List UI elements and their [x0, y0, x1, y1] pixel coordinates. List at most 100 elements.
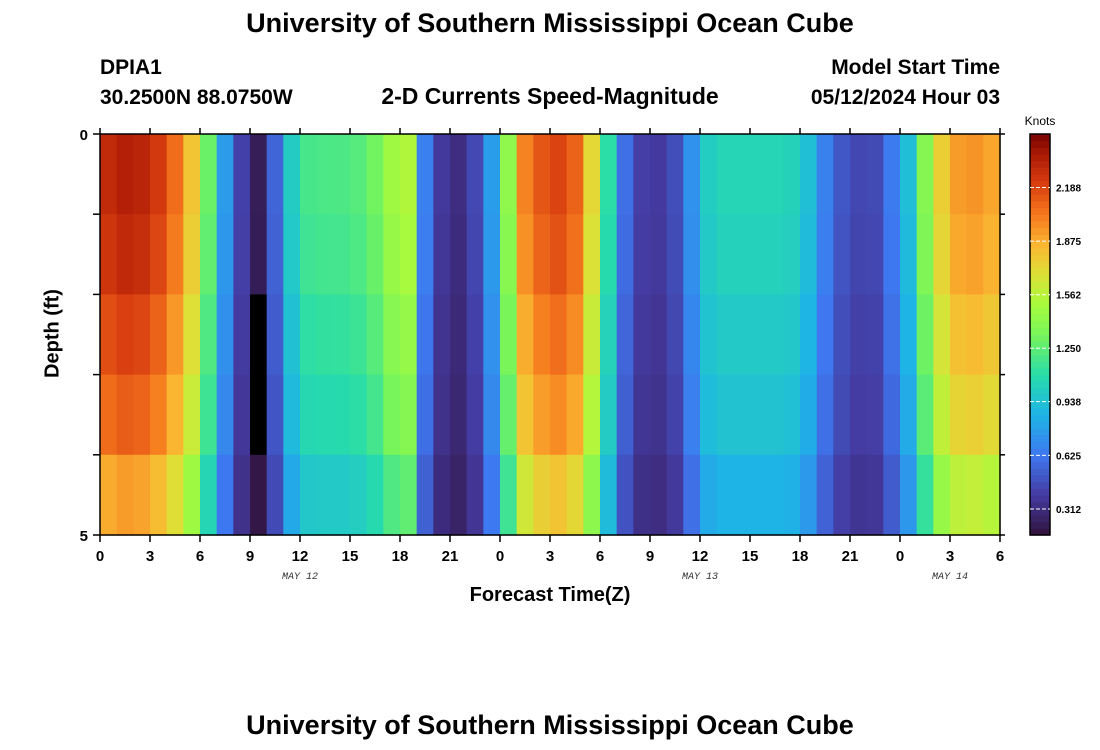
heatmap-cell — [850, 454, 868, 536]
heatmap-cell — [833, 454, 851, 536]
heatmap-cell — [733, 454, 751, 536]
colorbar-segment — [1030, 140, 1050, 148]
colorbar-segment — [1030, 260, 1050, 269]
heatmap-cell — [566, 374, 584, 456]
heatmap-cell — [550, 294, 568, 376]
heatmap-cell — [433, 454, 451, 536]
colorbar-segment — [1030, 428, 1050, 436]
heatmap-cell — [466, 214, 484, 295]
heatmap-cell — [966, 134, 984, 215]
heatmap-cell — [466, 294, 484, 376]
y-tick-label: 5 — [80, 528, 88, 545]
heatmap-cell — [983, 374, 1001, 456]
heatmap-cell — [650, 214, 668, 295]
heatmap-cell — [633, 374, 651, 456]
heatmap-cell — [533, 214, 551, 295]
heatmap-cell — [616, 214, 634, 295]
x-tick-label: 6 — [596, 548, 604, 565]
colorbar-segment — [1030, 227, 1050, 235]
colorbar-segment — [1030, 214, 1050, 222]
heatmap-cell — [600, 294, 618, 376]
heatmap-cell — [416, 214, 434, 295]
colorbar-segment — [1030, 147, 1050, 155]
heatmap-cell — [483, 134, 501, 215]
colorbar-segment — [1030, 521, 1050, 529]
heatmap-cell — [683, 214, 701, 295]
colorbar-segment — [1030, 468, 1050, 476]
colorbar-tick-label: 0.625 — [1056, 451, 1081, 462]
heatmap-cell — [700, 134, 718, 215]
heatmap-cell — [866, 214, 884, 295]
heatmap-cell — [216, 294, 234, 376]
heatmap-cell — [250, 374, 268, 456]
x-tick-label: 12 — [292, 548, 309, 565]
heatmap-cell — [350, 454, 368, 536]
colorbar-tick-label: 0.938 — [1056, 398, 1081, 409]
heatmap-cell — [750, 454, 768, 536]
heatmap-cell — [533, 374, 551, 456]
heatmap-cell — [833, 294, 851, 376]
colorbar-segment — [1030, 387, 1050, 396]
heatmap-cell — [766, 294, 784, 376]
heatmap-cell — [816, 454, 834, 536]
heatmap-cell — [866, 374, 884, 456]
colorbar-segment — [1030, 347, 1050, 356]
heatmap-cell — [683, 374, 701, 456]
heatmap-cell — [616, 374, 634, 456]
x-tick-label: 0 — [896, 548, 904, 565]
heatmap-cell — [616, 134, 634, 215]
heatmap-cell — [416, 454, 434, 536]
x-tick-label: 0 — [96, 548, 104, 565]
colorbar-segment — [1030, 514, 1050, 523]
heatmap-cell — [750, 294, 768, 376]
colorbar-segment — [1030, 240, 1050, 249]
heatmap-cell — [866, 294, 884, 376]
heatmap-cell — [716, 134, 734, 215]
heatmap-cell — [983, 134, 1001, 215]
heatmap-cell — [133, 374, 151, 456]
colorbar-segment — [1030, 394, 1050, 402]
heatmap-cell — [483, 374, 501, 456]
colorbar-segment — [1030, 234, 1050, 242]
colorbar-segment — [1030, 200, 1050, 209]
colorbar-segment — [1030, 281, 1050, 289]
heatmap-cell — [566, 294, 584, 376]
heatmap-cell — [533, 134, 551, 215]
heatmap-cell — [900, 454, 918, 536]
heatmap-cell — [333, 134, 351, 215]
heatmap-cell — [933, 294, 951, 376]
heatmap-cell — [116, 294, 134, 376]
colorbar-segment — [1030, 321, 1050, 329]
heatmap-cell — [300, 134, 318, 215]
heatmap-cell — [300, 294, 318, 376]
x-tick-label: 12 — [692, 548, 709, 565]
heatmap-cell — [766, 454, 784, 536]
x-tick-label: 3 — [946, 548, 954, 565]
colorbar-segment — [1030, 327, 1050, 336]
heatmap-cell — [416, 374, 434, 456]
heatmap-cell — [133, 454, 151, 536]
heatmap-cell — [300, 454, 318, 536]
heatmap-cell — [600, 454, 618, 536]
heatmap-cell — [166, 454, 184, 536]
heatmap-cell — [383, 214, 401, 295]
heatmap-cell — [816, 294, 834, 376]
heatmap-cell — [233, 294, 251, 376]
colorbar-segment — [1030, 254, 1050, 262]
colorbar-segment — [1030, 287, 1050, 295]
heatmap-cell — [966, 214, 984, 295]
heatmap-cell — [133, 214, 151, 295]
colorbar-segment — [1030, 448, 1050, 456]
heatmap-cell — [166, 294, 184, 376]
heatmap-cell — [366, 294, 384, 376]
colorbar-segment — [1030, 408, 1050, 416]
colorbar-segment — [1030, 341, 1050, 349]
heatmap-cell — [983, 454, 1001, 536]
heatmap-cell — [266, 374, 284, 456]
heatmap-cell — [366, 214, 384, 295]
heatmap-cell — [650, 134, 668, 215]
heatmap-cell — [666, 374, 684, 456]
heatmap-cell — [650, 454, 668, 536]
heatmap-cell — [400, 454, 418, 536]
